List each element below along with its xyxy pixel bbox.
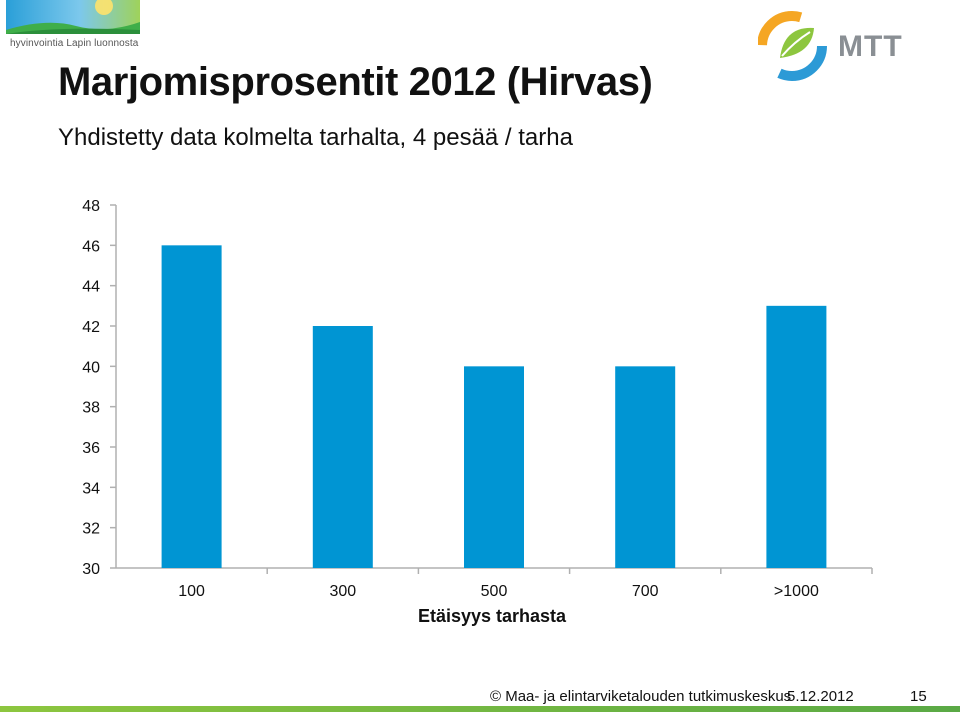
bar-100 [161, 245, 222, 569]
slide-title: Marjomisprosentit 2012 (Hirvas) [58, 60, 653, 104]
bar-700 [615, 366, 676, 568]
bar-1000 [766, 305, 827, 568]
y-tick-label: 44 [82, 279, 100, 296]
y-tick-label: 46 [82, 238, 100, 255]
y-ticks: 30 32 34 36 38 40 42 44 46 48 [82, 198, 116, 578]
y-tick-label: 34 [82, 480, 100, 497]
x-tick-label: 300 [329, 583, 356, 600]
x-tick-label: 700 [632, 583, 659, 600]
logo-left-caption: hyvinvointia Lapin luonnosta [10, 38, 139, 49]
y-tick-label: 48 [82, 198, 100, 215]
x-ticks: 100 300 500 700 >1000 [178, 568, 873, 600]
y-tick-label: 30 [82, 561, 100, 578]
y-tick-label: 40 [82, 359, 100, 376]
bar-300 [312, 326, 373, 568]
bars [161, 245, 827, 569]
bar-500 [464, 366, 524, 568]
footer-date: 5.12.2012 [787, 688, 854, 705]
hyvinvointia-logo [6, 0, 140, 34]
page-number: 15 [910, 688, 927, 705]
mtt-logo: MTT [758, 11, 903, 81]
slide-subtitle: Yhdistetty data kolmelta tarhalta, 4 pes… [58, 124, 573, 151]
y-tick-label: 38 [82, 400, 100, 417]
mtt-logo-text: MTT [838, 30, 903, 63]
x-tick-label: 500 [481, 583, 508, 600]
y-tick-label: 36 [82, 440, 100, 457]
x-tick-label: >1000 [774, 583, 819, 600]
footer-bar [0, 706, 960, 712]
y-tick-label: 42 [82, 319, 100, 336]
footer-copyright: © Maa- ja elintarviketalouden tutkimuske… [490, 688, 792, 705]
y-tick-label: 32 [82, 521, 100, 538]
x-tick-label: 100 [178, 583, 205, 600]
x-axis-label: Etäisyys tarhasta [418, 606, 567, 626]
